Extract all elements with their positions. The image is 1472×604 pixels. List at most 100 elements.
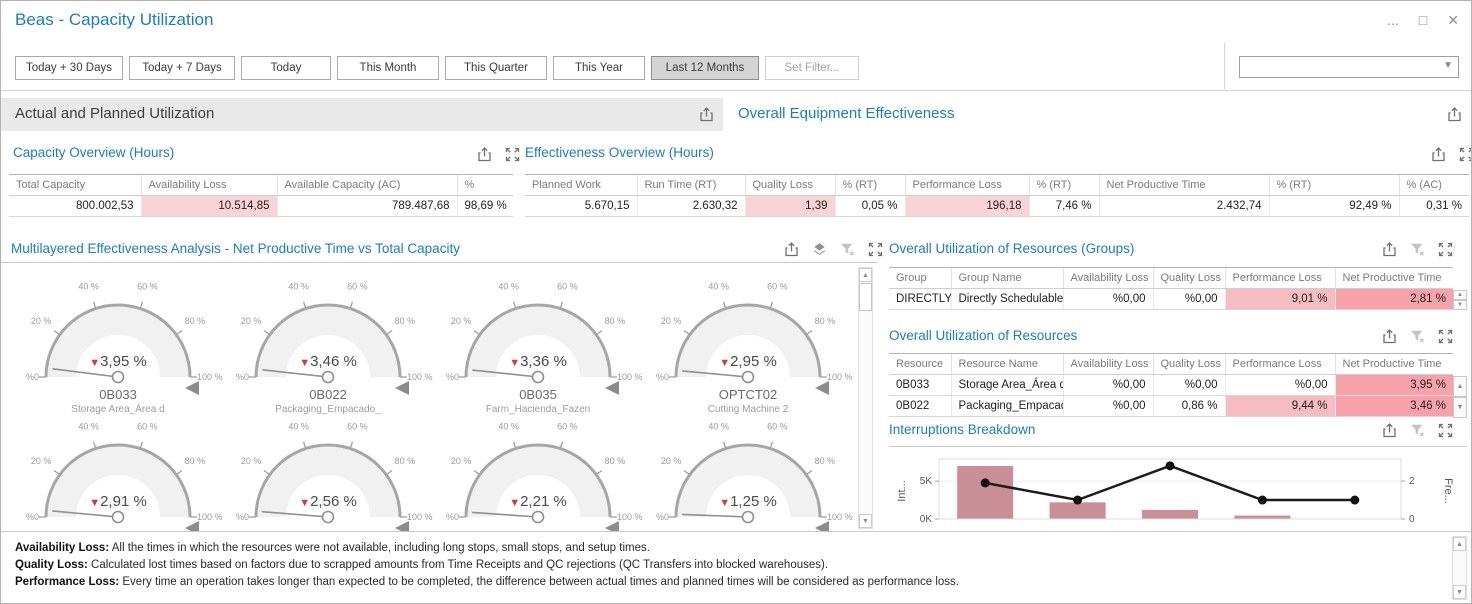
column-header[interactable]: Resource (889, 353, 951, 375)
clear-filter-icon[interactable] (1409, 241, 1426, 258)
table-cell: %0,00 (1224, 374, 1335, 396)
footer-scrollbar[interactable]: ▲ ▼ (1452, 536, 1467, 600)
filter-button-today[interactable]: Today (241, 56, 331, 80)
column-header[interactable]: Performance Loss (904, 174, 1029, 196)
svg-text:100 %: 100 % (827, 512, 853, 522)
column-header[interactable]: Quality Loss (744, 174, 835, 196)
svg-text:Packaging_Empacado_: Packaging_Empacado_ (275, 404, 381, 415)
svg-text:%0: %0 (656, 512, 669, 522)
gauge-0B033: %0 20 % 40 % 60 % 80 % 100 % ▼3,95 % 0B033Stora… (26, 282, 223, 415)
groups-table: Group Group Name Availability Loss Quality … (889, 267, 1453, 310)
column-header[interactable]: Total Capacity (9, 174, 141, 196)
filter-combo[interactable]: ▼ (1239, 56, 1459, 78)
scroll-thumb[interactable] (859, 283, 872, 311)
clear-filter-icon[interactable] (839, 241, 856, 258)
table-cell: 9,44 % (1224, 395, 1335, 417)
column-header[interactable]: % (RT) (1268, 174, 1399, 196)
data-grid: Planned Work Run Time (RT) Quality Loss% (… (525, 174, 1469, 217)
expand-icon[interactable] (1437, 422, 1454, 439)
table-row[interactable]: 5.670,15 2.630,32 1,39 0,05 % 196,18 7,46 % 2.… (525, 195, 1469, 217)
more-options-button[interactable]: ... (1387, 12, 1399, 28)
expand-icon[interactable] (1437, 241, 1454, 258)
left-axis-label: Int... (896, 480, 908, 501)
column-header[interactable]: Availability Loss (140, 174, 277, 196)
scroll-up-button[interactable]: ▲ (1453, 376, 1467, 397)
column-header[interactable]: Availability Loss (1062, 353, 1153, 375)
table-row[interactable]: 800.002,53 10.514,85 789.487,68 98,69 % (9, 195, 513, 217)
table-cell: Storage Area_Área d... (950, 374, 1063, 396)
export-icon[interactable] (476, 146, 493, 163)
column-header[interactable]: Group (889, 267, 951, 289)
export-icon[interactable] (783, 241, 800, 258)
table-cell: %0,00 (1062, 288, 1153, 310)
column-header[interactable]: % (RT) (834, 174, 905, 196)
table-row[interactable]: DIRECTLY ...Directly Schedulable ...%0,0… (889, 288, 1453, 310)
column-header[interactable]: % (RT) (1028, 174, 1099, 196)
export-icon[interactable] (1381, 328, 1398, 345)
export-icon[interactable] (1430, 146, 1447, 163)
column-header[interactable]: Availability Loss (1062, 267, 1153, 289)
interruptions-title: Interruptions Breakdown (889, 422, 1036, 437)
filter-button-today-30-days[interactable]: Today + 30 Days (15, 56, 123, 80)
column-header[interactable]: % (AC) (1398, 174, 1469, 196)
spin-up-button[interactable]: ▲ (1453, 290, 1467, 300)
expand-icon[interactable] (867, 241, 884, 258)
filter-button-today-7-days[interactable]: Today + 7 Days (129, 56, 235, 80)
export-icon[interactable] (698, 106, 715, 123)
svg-text:▼3,46 %: ▼3,46 % (299, 353, 357, 370)
spin-down-button[interactable]: ▼ (1453, 300, 1467, 310)
svg-text:80 %: 80 % (185, 456, 206, 466)
maximize-button[interactable]: □ (1418, 12, 1428, 28)
svg-text:80 %: 80 % (395, 316, 416, 326)
gauge-hidden-7: %0 20 % 40 % 60 % 80 % 100 % ▼1,25 % (656, 422, 853, 531)
clear-filter-icon[interactable] (1409, 422, 1426, 439)
column-header[interactable]: Net Productive Time (1098, 174, 1269, 196)
table-cell: %0,00 (1152, 374, 1225, 396)
svg-text:0B022: 0B022 (309, 387, 347, 402)
svg-text:40 %: 40 % (498, 282, 519, 292)
filter-button-this-year[interactable]: This Year (553, 56, 645, 80)
column-header[interactable]: Available Capacity (AC) (276, 174, 457, 196)
column-header[interactable]: Performance Loss (1224, 353, 1335, 375)
resources-toolbar (1381, 328, 1454, 345)
filter-button-set-filter[interactable]: Set Filter... (765, 56, 859, 80)
filter-button-this-quarter[interactable]: This Quarter (445, 56, 547, 80)
column-header[interactable]: Net Productive Time (1334, 353, 1453, 375)
export-icon[interactable] (1446, 106, 1463, 123)
gauges-scrollbar[interactable]: ▲ ▼ (858, 267, 873, 529)
close-button[interactable]: ✕ (1447, 12, 1459, 28)
column-header[interactable]: Planned Work (525, 174, 637, 196)
export-icon[interactable] (1381, 241, 1398, 258)
footnote-availability: Availability Loss: All the times in whic… (15, 542, 650, 554)
expand-icon[interactable] (1437, 328, 1454, 345)
column-header[interactable]: Quality Loss (1152, 353, 1225, 375)
svg-text:40 %: 40 % (708, 282, 729, 292)
svg-text:100 %: 100 % (617, 512, 643, 522)
scroll-down-button[interactable]: ▼ (1453, 397, 1467, 418)
export-icon[interactable] (1381, 422, 1398, 439)
scroll-up-button[interactable]: ▲ (859, 268, 872, 282)
resources-title: Overall Utilization of Resources (889, 328, 1078, 343)
filter-button-last-12-months[interactable]: Last 12 Months (651, 56, 759, 80)
column-header[interactable]: Net Productive Time (1334, 267, 1453, 289)
column-header[interactable]: Performance Loss (1224, 267, 1335, 289)
expand-icon[interactable] (1458, 146, 1471, 163)
column-header[interactable]: Resource Name (950, 353, 1063, 375)
column-header[interactable]: Quality Loss (1152, 267, 1225, 289)
table-cell: 0B033 (889, 374, 951, 396)
column-header[interactable]: Run Time (RT) (636, 174, 745, 196)
scroll-down-button[interactable]: ▼ (1453, 585, 1466, 599)
scroll-down-button[interactable]: ▼ (859, 514, 872, 528)
scroll-up-button[interactable]: ▲ (1453, 537, 1466, 551)
clear-filter-icon[interactable] (1409, 328, 1426, 345)
layers-icon[interactable] (811, 241, 828, 258)
expand-icon[interactable] (504, 146, 521, 163)
filter-button-this-month[interactable]: This Month (337, 56, 439, 80)
column-header[interactable]: % (456, 174, 513, 196)
column-header[interactable]: Group Name (950, 267, 1063, 289)
svg-text:60 %: 60 % (767, 422, 788, 432)
svg-text:Storage Area_Área d: Storage Area_Área d (71, 402, 164, 415)
capacity-overview-toolbar (476, 146, 521, 163)
